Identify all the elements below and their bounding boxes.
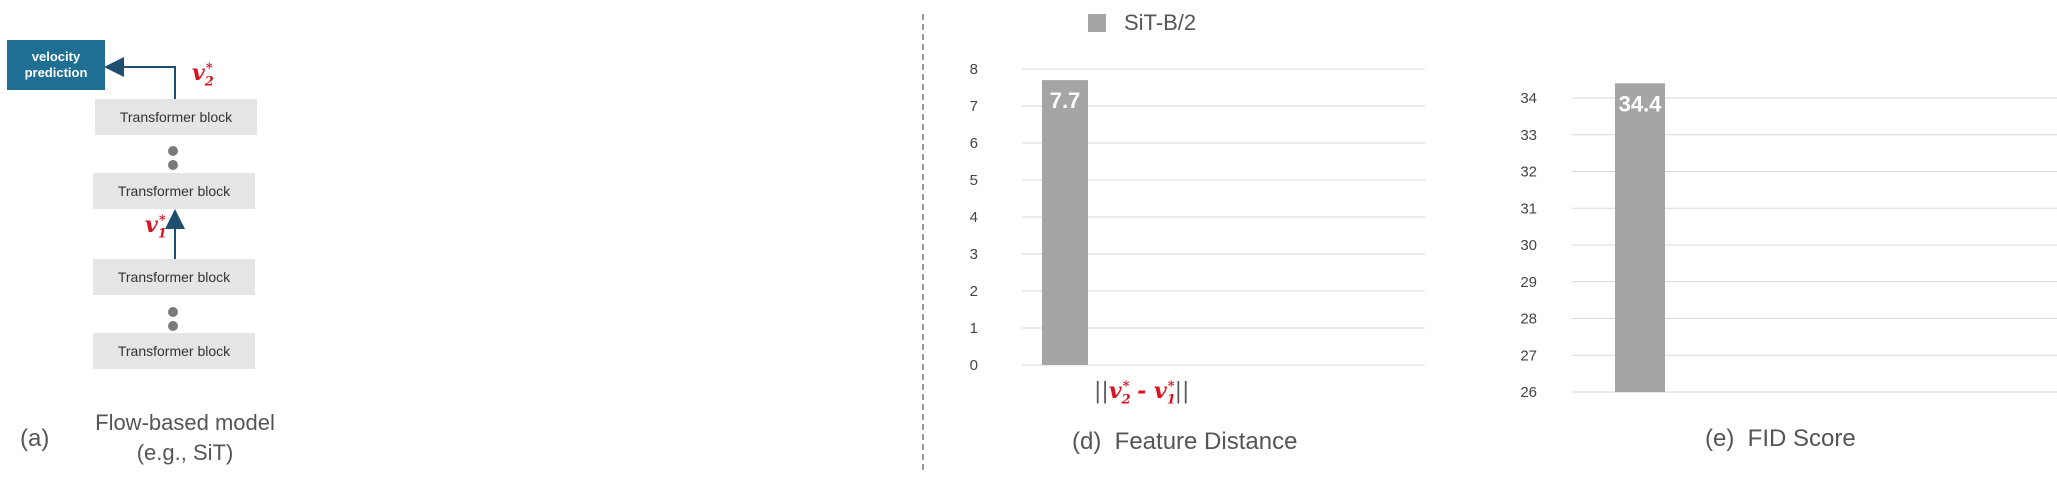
transformer-block-1: Transformer block [95, 99, 257, 135]
bar-data-label: 7.7 [1050, 88, 1081, 113]
y-tick-label: 7 [970, 98, 978, 115]
caption-d: (d) Feature Distance [1072, 428, 1298, 455]
diagram-arrows [104, 57, 185, 259]
y-tick-label: 32 [1520, 164, 1537, 181]
y-tick-label: 3 [970, 246, 978, 263]
bar [1615, 83, 1665, 393]
y-tick-label: 6 [970, 135, 978, 152]
y-tick-label: 2 [970, 283, 978, 300]
y-tick-label: 30 [1520, 237, 1537, 254]
bar-data-label: 34.4 [1619, 91, 1663, 116]
y-tick-label: 28 [1520, 311, 1537, 328]
legend-swatch [1088, 14, 1106, 32]
y-tick-label: 1 [970, 320, 978, 337]
y-tick-label: 33 [1520, 127, 1537, 144]
bar [1042, 80, 1088, 365]
ellipsis-dot [168, 321, 178, 331]
caption-e: (e) FID Score [1705, 425, 1856, 452]
y-tick-label: 27 [1520, 347, 1537, 364]
ellipsis-dot [168, 146, 178, 156]
caption-a-letter: (a) [20, 425, 50, 452]
y-tick-label: 26 [1520, 384, 1537, 401]
velocity-prediction-box: velocity prediction [7, 40, 105, 90]
legend-label: SiT-B/2 [1124, 10, 1197, 35]
panel-separator [922, 14, 924, 470]
y-tick-label: 29 [1520, 274, 1537, 291]
ellipsis-dot [168, 160, 178, 170]
feature-distance-formula: ||v2* - v1*|| [1094, 378, 1190, 408]
y-tick-label: 5 [970, 172, 978, 189]
y-tick-label: 4 [970, 209, 978, 226]
transformer-block-2: Transformer block [93, 173, 255, 209]
y-tick-label: 31 [1520, 200, 1537, 217]
ellipsis-dot [168, 307, 178, 317]
transformer-block-4: Transformer block [93, 333, 255, 369]
v2-label: v2* [192, 60, 214, 90]
y-tick-label: 0 [970, 357, 978, 374]
y-tick-label: 34 [1520, 90, 1537, 107]
arrow-to-velocity [104, 57, 176, 99]
y-tick-label: 8 [970, 61, 978, 78]
fid-score-chart: 26 27 28 29 30 31 32 33 34 34.4 [1520, 83, 2057, 401]
feature-distance-chart: 0 1 2 3 4 5 6 7 8 7.7 [970, 61, 1425, 374]
v1-label: v1* [145, 212, 167, 242]
transformer-block-3: Transformer block [93, 259, 255, 295]
caption-a-title: Flow-based model (e.g., SiT) [95, 410, 275, 465]
